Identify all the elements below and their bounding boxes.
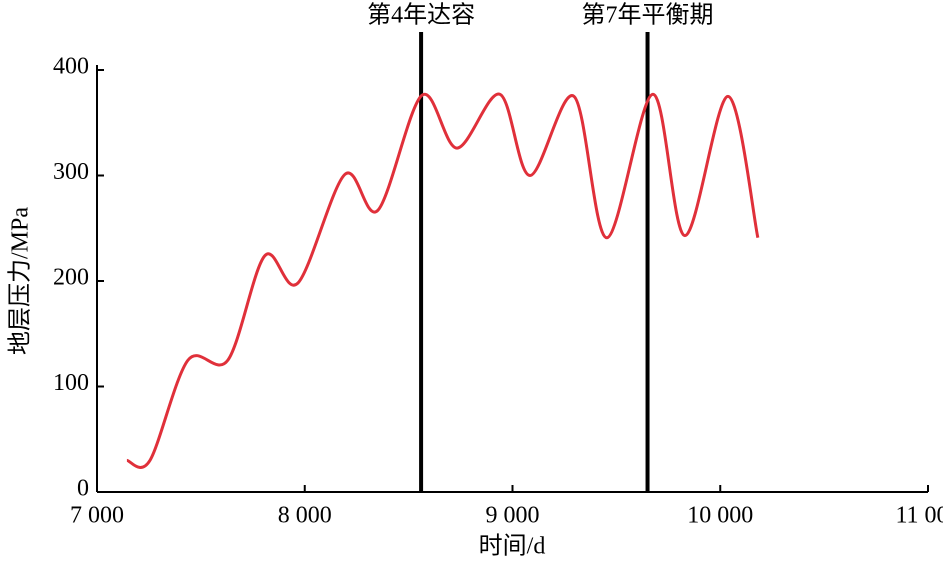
x-axis-label: 时间/d [479,533,546,560]
y-tick-label: 300 [53,159,89,185]
x-tick-label: 9 000 [486,503,540,529]
y-tick-label: 0 [77,476,89,502]
x-tick-label: 11 000 [895,503,943,529]
annotation-label: 第4年达容 [367,2,475,29]
x-tick-label: 10 000 [687,503,753,529]
y-tick-label: 400 [53,54,89,80]
x-tick-label: 8 000 [278,503,332,529]
y-tick-label: 100 [53,370,89,396]
annotation-label: 第7年平衡期 [582,2,714,29]
data-line [126,92,760,469]
y-axis-label: 地层压力/MPa [7,207,34,355]
x-tick-label: 7 000 [70,503,124,529]
y-tick-label: 200 [53,265,89,291]
